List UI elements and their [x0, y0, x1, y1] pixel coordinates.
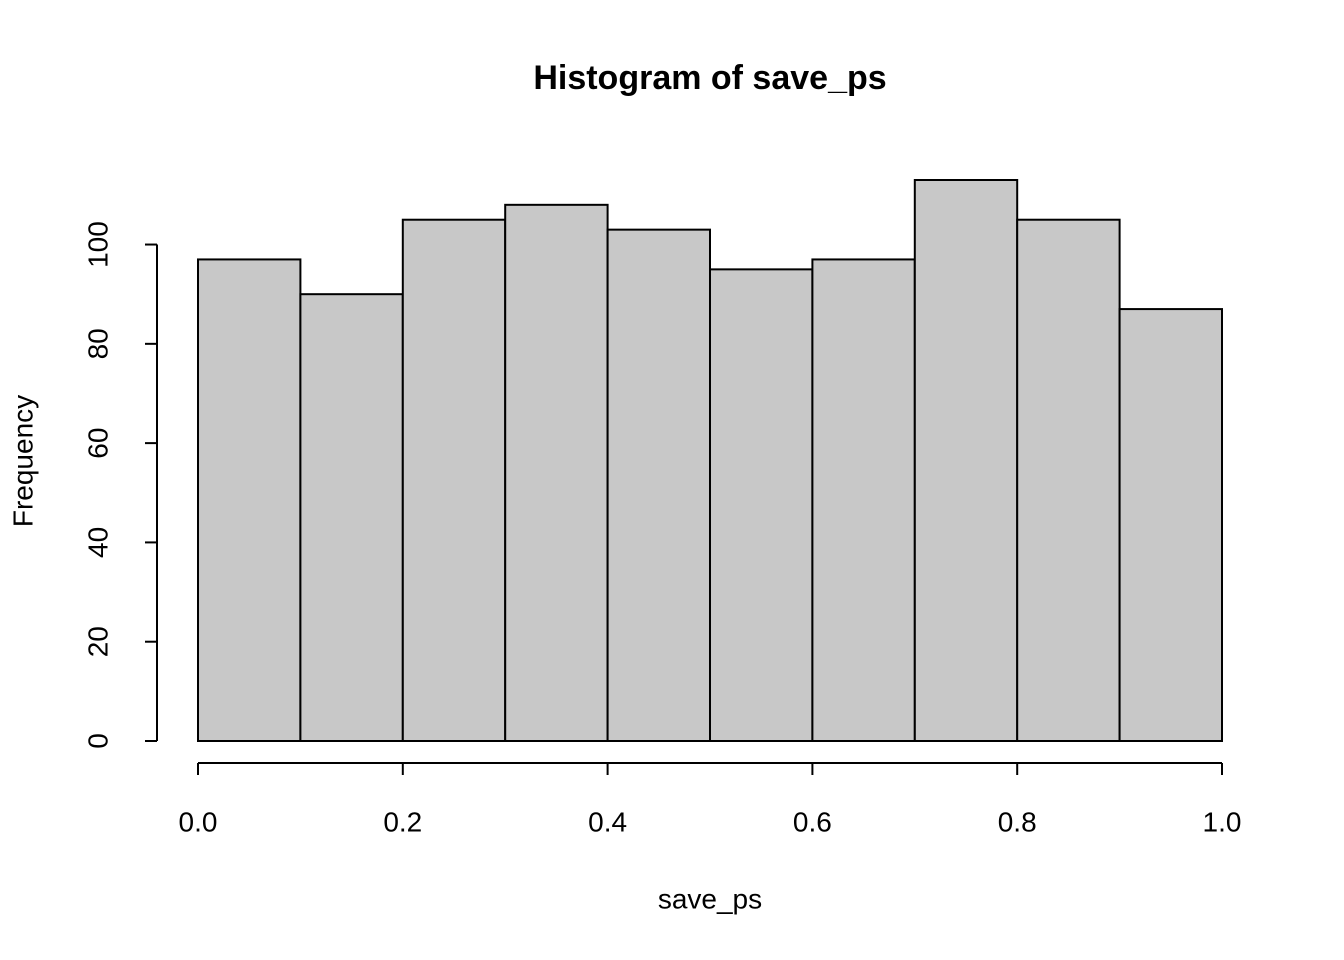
y-tick-label: 40	[82, 527, 113, 558]
bar	[709, 268, 814, 742]
chart-title: Histogram of save_ps	[533, 59, 886, 97]
x-tick-label: 0.8	[998, 806, 1037, 837]
y-tick-label: 100	[82, 221, 113, 268]
bar	[1118, 308, 1223, 742]
x-tick-label: 0.0	[179, 806, 218, 837]
bar	[606, 228, 711, 742]
x-tick-label: 1.0	[1203, 806, 1242, 837]
y-axis-label: Frequency	[7, 395, 38, 527]
bar	[811, 258, 916, 742]
y-tick-label: 80	[82, 328, 113, 359]
y-tick-label: 20	[82, 626, 113, 657]
bar	[913, 179, 1019, 742]
y-tick-label: 0	[82, 733, 113, 749]
x-tick-label: 0.2	[383, 806, 422, 837]
x-tick-label: 0.6	[793, 806, 832, 837]
bar	[504, 203, 609, 743]
bar	[1016, 218, 1121, 743]
bar	[401, 218, 507, 743]
bar	[299, 293, 404, 742]
x-axis-label: save_ps	[658, 883, 762, 914]
x-tick-label: 0.4	[588, 806, 627, 837]
bar	[197, 258, 302, 742]
y-tick-label: 60	[82, 428, 113, 459]
